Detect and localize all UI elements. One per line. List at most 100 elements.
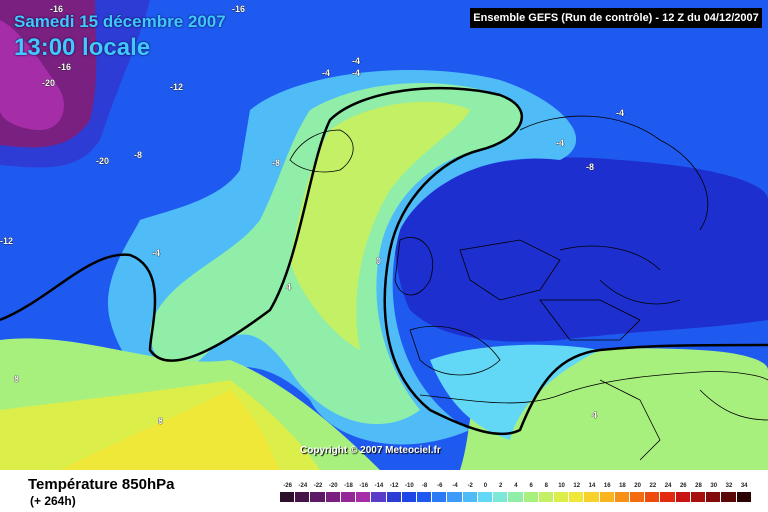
scale-swatch bbox=[721, 492, 737, 502]
contour-label: -8 bbox=[272, 158, 280, 168]
contour-label: -4 bbox=[352, 68, 360, 78]
scale-label: 0 bbox=[483, 483, 488, 489]
scale-label: 18 bbox=[619, 483, 626, 489]
scale-label: 28 bbox=[695, 483, 702, 489]
scale-swatch bbox=[660, 492, 676, 502]
scale-swatch bbox=[401, 492, 417, 502]
scale-swatch bbox=[614, 492, 631, 502]
contour-label: 4 bbox=[592, 410, 597, 420]
scale-swatch bbox=[645, 492, 661, 502]
contour-label: -16 bbox=[58, 62, 71, 72]
contour-label: -12 bbox=[0, 236, 13, 246]
scale-swatch bbox=[736, 492, 752, 502]
scale-label: -12 bbox=[389, 483, 399, 489]
scale-label: -20 bbox=[328, 483, 338, 489]
scale-swatch bbox=[356, 492, 372, 502]
scale-label: 16 bbox=[603, 483, 611, 489]
scale-swatch bbox=[310, 492, 326, 502]
copyright-notice: Copyright © 2007 Meteociel.fr bbox=[300, 445, 441, 456]
scale-swatch bbox=[630, 492, 646, 502]
scale-swatch bbox=[553, 492, 570, 502]
contour-label: -4 bbox=[322, 68, 330, 78]
scale-swatch bbox=[538, 492, 554, 502]
scale-swatch bbox=[416, 492, 433, 502]
legend-panel: Température 850hPa (+ 264h) -26 -24 -22 -20… bbox=[0, 470, 768, 512]
scale-label: 22 bbox=[649, 483, 657, 489]
field-cold-east bbox=[394, 157, 768, 342]
scale-label: 20 bbox=[634, 483, 641, 489]
scale-swatch bbox=[447, 492, 463, 502]
scale-swatch bbox=[599, 492, 615, 502]
scale-swatch bbox=[523, 492, 539, 502]
scale-label: 4 bbox=[514, 483, 518, 489]
scale-label: -24 bbox=[298, 483, 308, 489]
scale-label: -2 bbox=[467, 483, 473, 489]
scale-label: 14 bbox=[588, 483, 596, 489]
scale-swatch bbox=[508, 492, 524, 502]
contour-label: -16 bbox=[50, 4, 63, 14]
scale-label: 26 bbox=[679, 483, 687, 489]
contour-label: 4 bbox=[286, 282, 291, 292]
scale-swatch bbox=[584, 492, 600, 502]
lead-time: (+ 264h) bbox=[30, 494, 76, 508]
scale-label: -16 bbox=[359, 483, 369, 489]
scale-label: -6 bbox=[437, 483, 443, 489]
contour-label: -4 bbox=[556, 138, 564, 148]
contour-label: -20 bbox=[42, 78, 55, 88]
scale-swatch bbox=[706, 492, 722, 502]
contour-label: 8 bbox=[14, 374, 19, 384]
contour-label: 0 bbox=[376, 256, 381, 266]
parameter-title: Température 850hPa bbox=[28, 476, 175, 493]
zero-degree-isotherm bbox=[0, 86, 768, 436]
contour-label: -20 bbox=[96, 156, 109, 166]
forecast-date: Samedi 15 décembre 2007 bbox=[14, 12, 226, 31]
scale-label: 30 bbox=[710, 483, 718, 489]
scale-label: -8 bbox=[421, 483, 428, 489]
field-mild-core bbox=[290, 101, 470, 350]
forecast-time: 13:00 locale bbox=[14, 34, 151, 61]
scale-swatch bbox=[477, 492, 494, 502]
field-warmest-southwest bbox=[60, 390, 280, 470]
scale-swatch bbox=[386, 492, 402, 502]
scale-swatch bbox=[690, 492, 707, 502]
scale-label: -26 bbox=[283, 483, 292, 489]
color-scale-labels: -26 -24 -22 -20 -18 -16 -14 -12 -10 -8 -6 -4 -2 0 2 4 6 8… bbox=[280, 480, 752, 492]
contour-label: -12 bbox=[170, 82, 183, 92]
contour-label: 8 bbox=[158, 416, 163, 426]
temperature-map: -16-16-20-16-12-20-8-4-4-4-8-4-4-8-12-40… bbox=[0, 0, 768, 470]
contour-label: -4 bbox=[352, 56, 360, 66]
contour-label: -8 bbox=[586, 162, 594, 172]
scale-swatch bbox=[569, 492, 585, 502]
contour-labels: -16-16-20-16-12-20-8-4-4-4-8-4-4-8-12-40… bbox=[0, 4, 624, 427]
contour-label: -4 bbox=[152, 248, 160, 258]
scale-swatch bbox=[295, 492, 311, 502]
scale-label: 8 bbox=[544, 483, 548, 489]
contour-label: -4 bbox=[616, 108, 624, 118]
scale-label: -18 bbox=[344, 483, 353, 489]
contour-label: -8 bbox=[134, 150, 142, 160]
scale-label: -22 bbox=[313, 483, 323, 489]
scale-label: 12 bbox=[573, 483, 581, 489]
contour-label: -16 bbox=[232, 4, 245, 14]
scale-swatch bbox=[280, 492, 296, 502]
scale-label: 32 bbox=[725, 483, 733, 489]
scale-swatch bbox=[371, 492, 387, 502]
scale-label: 2 bbox=[499, 483, 503, 489]
scale-swatch bbox=[432, 492, 448, 502]
scale-swatch bbox=[493, 492, 509, 502]
scale-label: 34 bbox=[740, 483, 748, 489]
color-scale: -26 -24 -22 -20 -18 -16 -14 -12 -10 -8 -6 -4 -2 0 2 4 6 8… bbox=[280, 480, 752, 510]
field-extreme-cold bbox=[0, 20, 64, 130]
color-scale-bar bbox=[280, 492, 752, 502]
scale-swatch bbox=[325, 492, 341, 502]
scale-label: -14 bbox=[374, 483, 384, 489]
scale-label: 24 bbox=[664, 483, 672, 489]
run-info-banner: Ensemble GEFS (Run de contrôle) - 12 Z d… bbox=[470, 8, 762, 28]
scale-label: -10 bbox=[405, 483, 414, 489]
scale-label: 6 bbox=[529, 483, 533, 489]
scale-swatch bbox=[340, 492, 357, 502]
coastlines bbox=[289, 115, 768, 461]
scale-swatch bbox=[462, 492, 478, 502]
scale-label: -4 bbox=[452, 483, 458, 489]
